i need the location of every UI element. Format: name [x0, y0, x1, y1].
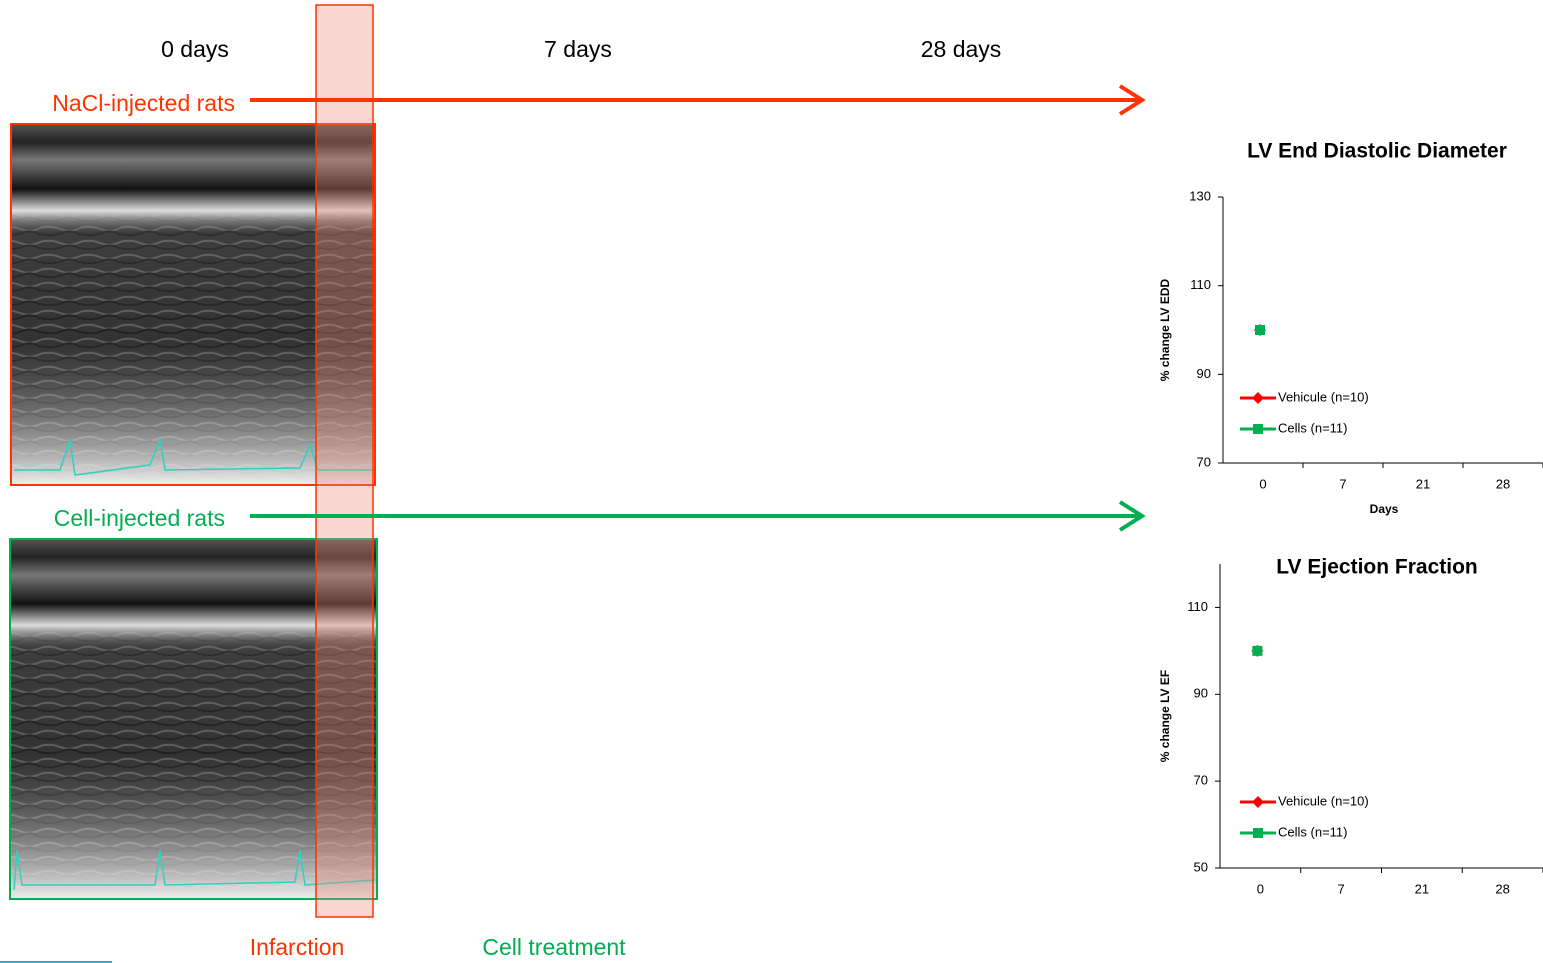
arrow-head — [1118, 500, 1146, 532]
x-tick-label: 7 — [1339, 476, 1346, 491]
legend-marker — [1253, 424, 1263, 434]
y-tick-label: 90 — [1197, 366, 1211, 381]
x-tick-label: 28 — [1496, 476, 1510, 491]
legend-label: Vehicule (n=10) — [1278, 793, 1369, 808]
y-tick-label: 70 — [1194, 773, 1208, 788]
legend-label: Cells (n=11) — [1278, 420, 1347, 435]
x-tick-label: 0 — [1259, 476, 1266, 491]
legend-marker — [1252, 392, 1264, 404]
arrow-head — [1118, 84, 1146, 116]
x-axis-label: Days — [1370, 502, 1399, 516]
legend-label: Cells (n=11) — [1278, 824, 1347, 839]
y-tick-label: 70 — [1197, 454, 1211, 469]
y-axis-label: % change LV EDD — [1158, 278, 1172, 381]
event-label: Infarction — [250, 934, 345, 960]
legend-marker — [1253, 828, 1263, 838]
group-label: NaCl-injected rats — [52, 90, 235, 116]
legend-label: Vehicule (n=10) — [1278, 389, 1369, 404]
x-tick-label: 28 — [1495, 881, 1509, 896]
legend-marker — [1252, 796, 1264, 808]
y-tick-label: 90 — [1194, 686, 1208, 701]
echo-image — [10, 123, 376, 486]
infarction-band — [315, 4, 374, 918]
time-label: 7 days — [544, 36, 612, 62]
x-tick-label: 7 — [1338, 881, 1345, 896]
x-tick-label: 21 — [1415, 881, 1429, 896]
time-label: 28 days — [921, 36, 1002, 62]
y-axis-label: % change LV EF — [1158, 670, 1172, 762]
marker — [1252, 645, 1263, 656]
chart-title: LV End Diastolic Diameter — [1247, 140, 1507, 163]
chart-title: LV Ejection Fraction — [1276, 556, 1477, 579]
x-tick-label: 0 — [1257, 881, 1264, 896]
y-tick-label: 110 — [1190, 277, 1211, 292]
time-label: 0 days — [161, 36, 229, 62]
y-tick-label: 110 — [1187, 599, 1208, 614]
event-label: Cell treatment — [482, 934, 626, 960]
group-label: Cell-injected rats — [54, 505, 225, 531]
y-tick-label: 50 — [1194, 859, 1208, 874]
x-tick-label: 21 — [1416, 476, 1430, 491]
marker — [1255, 325, 1265, 335]
y-tick-label: 130 — [1189, 188, 1211, 203]
